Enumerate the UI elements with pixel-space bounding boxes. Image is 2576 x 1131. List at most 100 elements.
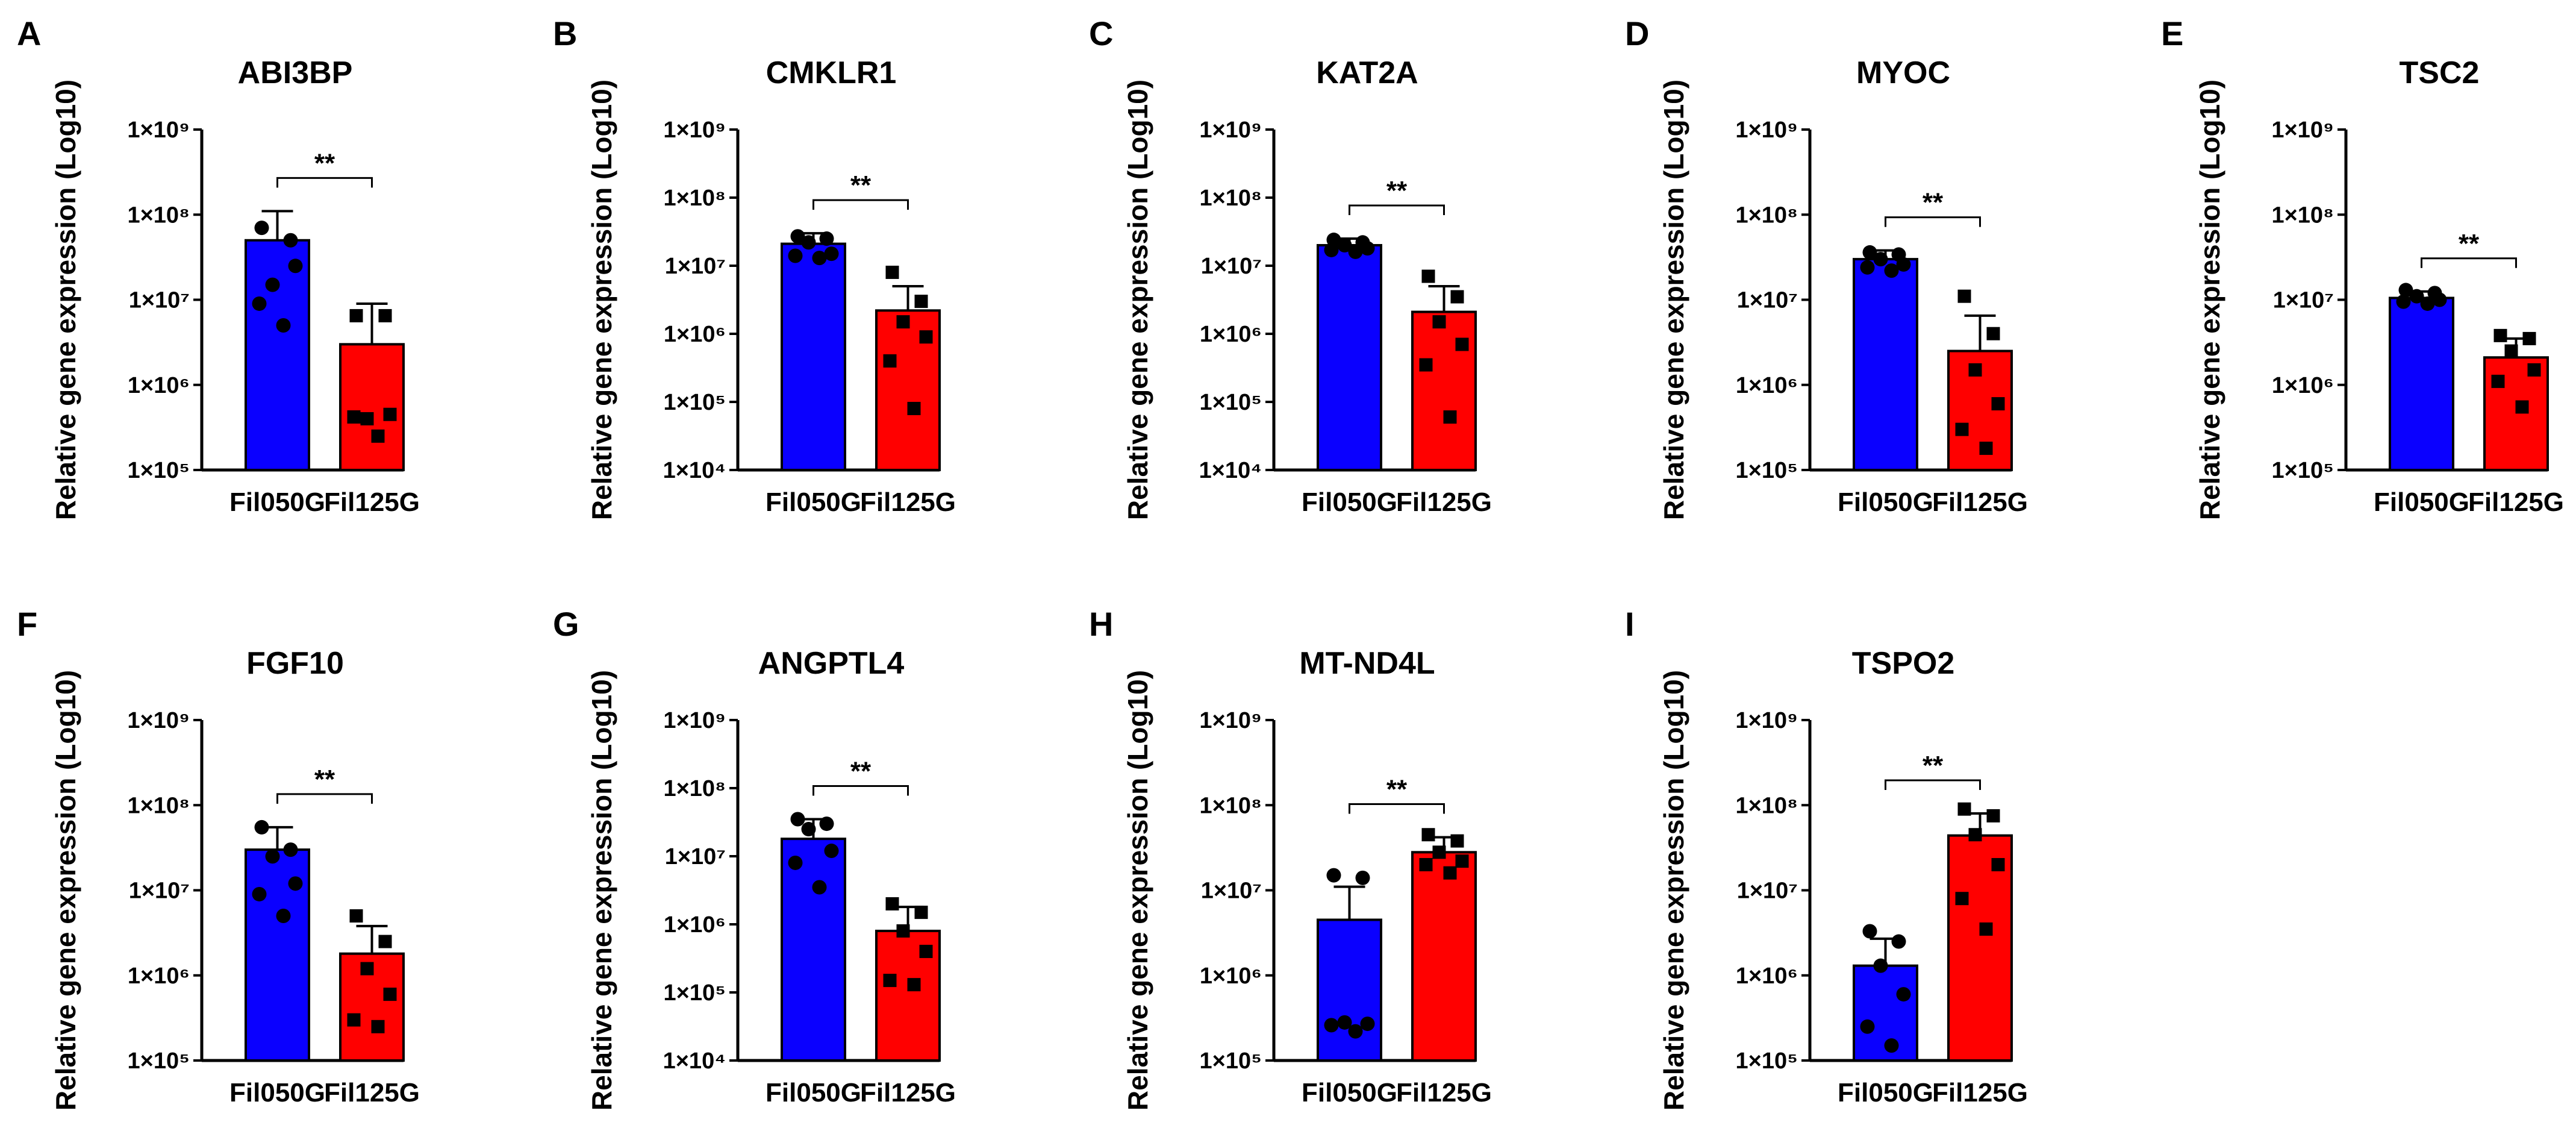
y-tick-label: 1×10⁵ <box>664 980 726 1006</box>
chart-panel-a: A ABI3BP Relative gene expression (Log10) 1… <box>17 14 420 520</box>
data-point <box>252 296 267 311</box>
data-point <box>288 876 303 891</box>
data-point <box>265 849 280 864</box>
y-tick-label: 1×10⁷ <box>129 288 190 313</box>
chart-title: MYOC <box>1856 55 1950 90</box>
data-point <box>1986 327 2000 340</box>
data-point <box>276 909 291 924</box>
significance-bracket <box>1885 779 1981 790</box>
data-point <box>788 855 803 870</box>
data-point <box>1979 441 1993 455</box>
x-category-label: Fil050G <box>1302 1078 1397 1108</box>
data-point <box>1884 263 1899 278</box>
y-tick-label: 1×10⁴ <box>663 458 726 483</box>
x-category-label: Fil125G <box>1932 1078 2028 1108</box>
significance-label: ** <box>1923 751 1944 780</box>
significance-label: ** <box>850 171 872 200</box>
data-point <box>812 251 827 266</box>
data-point <box>2409 289 2424 304</box>
data-point <box>378 309 392 322</box>
data-point <box>349 309 363 322</box>
data-point <box>2420 296 2435 311</box>
data-point <box>1968 828 1982 842</box>
panel-letter: A <box>17 14 41 52</box>
data-point <box>819 231 834 246</box>
data-point <box>919 330 933 344</box>
chart-title: FGF10 <box>246 646 344 681</box>
data-point <box>896 924 910 938</box>
data-point <box>885 897 899 910</box>
data-point <box>1455 337 1469 351</box>
data-point <box>2432 292 2447 307</box>
chart-title: MT-ND4L <box>1299 646 1435 681</box>
x-category-label: Fil050G <box>229 1078 325 1108</box>
data-point <box>1324 242 1339 257</box>
y-tick-label: 1×10⁶ <box>1736 963 1798 989</box>
data-point <box>1862 924 1877 939</box>
bar-fil050g <box>1853 258 1918 471</box>
chart-panel-b: B CMKLR1 Relative gene expression (Log10) 1… <box>553 14 956 520</box>
y-tick-label: 1×10⁷ <box>1737 879 1798 904</box>
data-point <box>907 978 921 992</box>
data-point <box>1450 290 1464 304</box>
x-category-label: Fil050G <box>1838 1078 1933 1108</box>
y-tick-label: 1×10⁹ <box>663 117 726 143</box>
data-point <box>1324 1018 1339 1033</box>
significance-bracket <box>1885 216 1981 227</box>
data-point <box>1450 834 1464 848</box>
y-axis-label: Relative gene expression (Log10) <box>1658 80 1689 520</box>
data-point <box>254 819 269 835</box>
data-point <box>1860 1019 1875 1034</box>
data-point <box>1432 845 1446 859</box>
y-tick-label: 1×10⁸ <box>663 776 726 801</box>
significance-label: ** <box>2459 229 2480 258</box>
data-point <box>883 974 897 988</box>
y-axis-label: Relative gene expression (Log10) <box>2194 80 2225 520</box>
x-category-label: Fil125G <box>1396 1078 1492 1108</box>
data-point <box>1421 828 1435 842</box>
y-axis-label: Relative gene expression (Log10) <box>586 670 617 1111</box>
y-axis-label: Relative gene expression (Log10) <box>1658 670 1689 1111</box>
data-point <box>1337 1015 1352 1030</box>
chart-title: ANGPTL4 <box>758 646 905 681</box>
data-point <box>283 233 298 248</box>
data-point <box>1419 857 1433 871</box>
y-tick-label: 1×10⁷ <box>129 879 190 904</box>
data-point <box>1955 892 1969 906</box>
y-axis-label: Relative gene expression (Log10) <box>1122 670 1153 1111</box>
data-point <box>824 246 839 262</box>
data-point <box>371 1020 385 1033</box>
bar-fil050g <box>245 239 310 471</box>
chart-panel-g: G ANGPTL4 Relative gene expression (Log10)… <box>553 605 956 1111</box>
data-point <box>1891 934 1906 949</box>
data-point <box>360 412 374 425</box>
y-tick-label: 1×10⁹ <box>2271 117 2334 143</box>
data-point <box>896 315 910 329</box>
y-tick-label: 1×10⁸ <box>127 202 190 228</box>
data-point <box>1421 269 1435 283</box>
data-point <box>2396 294 2411 309</box>
x-category-label: Fil050G <box>766 1078 861 1108</box>
y-axis-label: Relative gene expression (Log10) <box>1122 80 1153 520</box>
panel-letter: G <box>553 605 579 643</box>
bar-fil050g <box>1317 243 1382 471</box>
data-point <box>1986 809 2000 822</box>
data-point <box>1957 289 1971 303</box>
data-point <box>1326 868 1341 883</box>
data-point <box>819 816 834 832</box>
panel-letter: B <box>553 14 577 52</box>
data-point <box>2527 363 2541 377</box>
data-point <box>1419 358 1433 372</box>
y-tick-label: 1×10⁷ <box>2273 288 2334 313</box>
chart-panel-h: H MT-ND4L Relative gene expression (Log10)… <box>1089 605 1492 1111</box>
x-category-label: Fil125G <box>860 1078 956 1108</box>
data-point <box>788 248 803 263</box>
significance-bracket <box>276 793 373 804</box>
y-tick-label: 1×10⁶ <box>664 912 726 938</box>
data-point <box>2398 283 2413 298</box>
chart-title: KAT2A <box>1316 55 1418 90</box>
chart-title: TSPO2 <box>1852 646 1955 681</box>
data-point <box>1968 363 1982 377</box>
panel-letter: C <box>1089 14 1113 52</box>
data-point <box>276 318 291 333</box>
